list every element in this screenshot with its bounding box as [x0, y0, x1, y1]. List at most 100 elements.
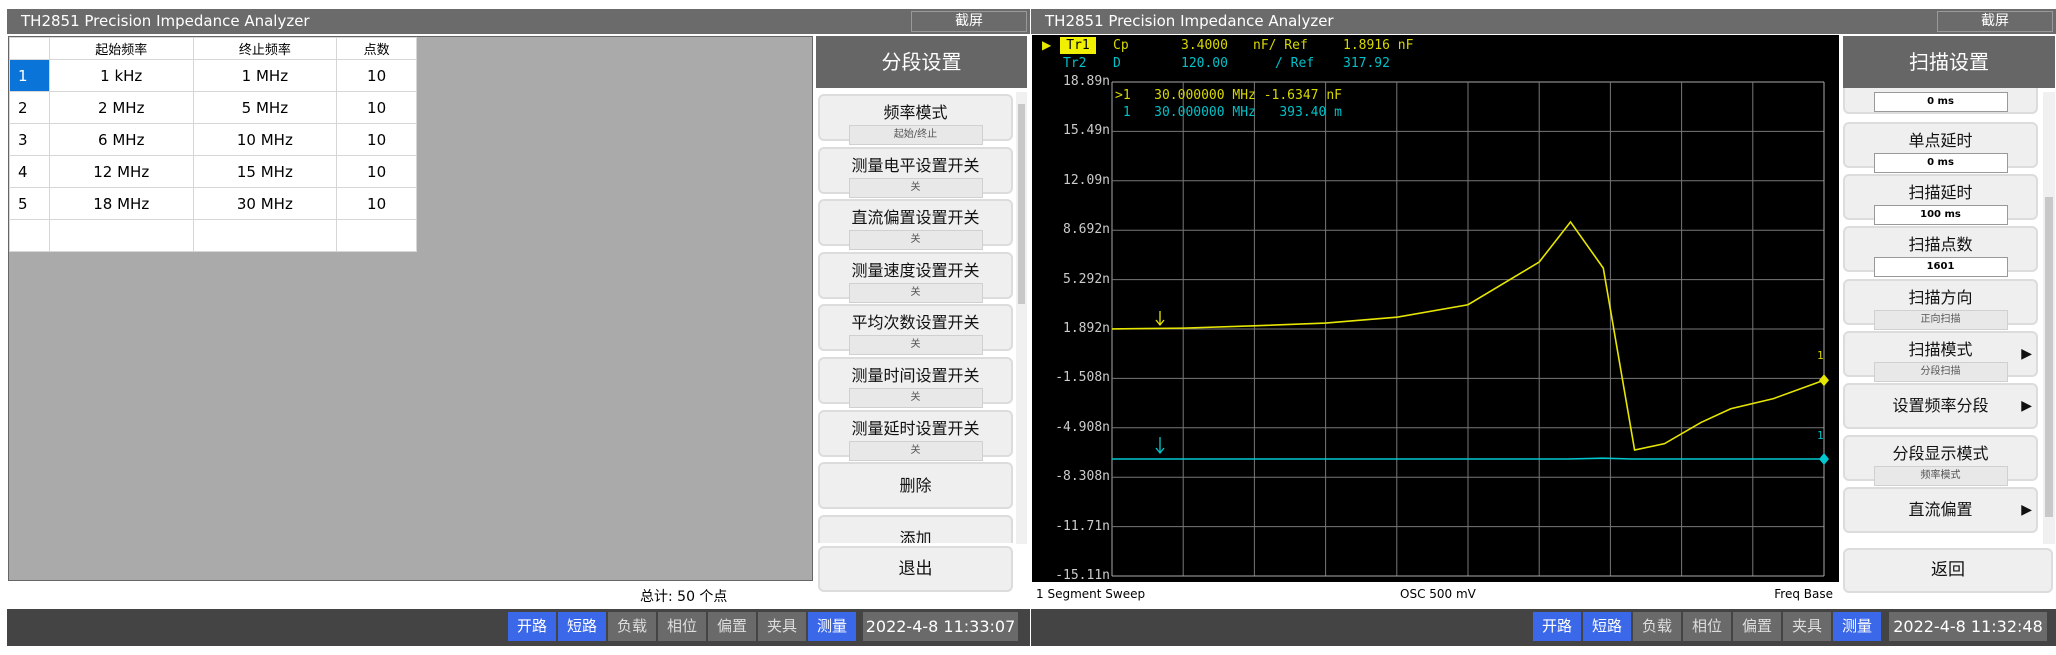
trace2-line [1112, 457, 1824, 460]
status-button[interactable]: 相位 [1683, 612, 1731, 641]
stop-freq-cell[interactable]: 5 MHz [192, 91, 338, 124]
menu-item[interactable]: 单点延时 0 ms [1843, 122, 2038, 173]
menu-item[interactable]: 扫描延时 100 ms [1843, 174, 2038, 226]
segment-index[interactable]: 4 [9, 155, 50, 188]
status-button[interactable]: 测量 [1833, 612, 1881, 641]
segment-index[interactable]: 2 [9, 91, 50, 124]
menu-item-label: 平均次数设置开关 [851, 313, 980, 333]
menu-item-value[interactable]: 100 ms [1873, 205, 2008, 226]
status-button[interactable]: 偏置 [1733, 612, 1781, 641]
points-cell[interactable]: 10 [336, 59, 417, 92]
table-row[interactable] [9, 219, 417, 252]
status-button[interactable]: 偏置 [708, 612, 756, 641]
menu-item[interactable]: 删除 [818, 462, 1013, 510]
trace2-tab[interactable]: Tr2 [1063, 56, 1087, 71]
start-freq-cell[interactable]: 12 MHz [48, 155, 194, 188]
trace2-scale: 120.00 [1181, 56, 1228, 71]
points-cell[interactable]: 10 [336, 123, 417, 156]
menu-item[interactable]: 直流偏置 ▶ [1843, 487, 2038, 534]
points-cell[interactable]: 10 [336, 91, 417, 124]
menu-item-value: 关 [848, 388, 983, 408]
menu-item[interactable]: 平均次数设置开关关 [818, 304, 1013, 356]
segment-index[interactable] [9, 219, 50, 252]
menu-item-label: 直流偏置 [1908, 500, 1973, 520]
menu-item-value[interactable]: 1601 [1873, 257, 2008, 278]
submenu-arrow-icon: ▶ [2021, 502, 2032, 519]
stop-freq-cell[interactable]: 30 MHz [192, 187, 338, 220]
back-button[interactable]: 返回 [1843, 548, 2053, 593]
menu-item-label: 测量电平设置开关 [851, 155, 980, 175]
table-row[interactable]: 5 18 MHz 30 MHz 10 [9, 187, 417, 220]
start-freq-cell[interactable]: 18 MHz [48, 187, 194, 220]
status-button[interactable]: 夹具 [758, 612, 806, 641]
menu-item[interactable]: 扫描方向 正向扫描 [1843, 278, 2038, 330]
stop-freq-cell[interactable] [192, 219, 338, 252]
stop-freq-cell[interactable]: 10 MHz [192, 123, 338, 156]
menu-item-label: 扫描点数 [1908, 235, 1973, 255]
status-button[interactable]: 短路 [1583, 612, 1631, 641]
menu-scrollbar[interactable] [2043, 92, 2055, 544]
status-button[interactable]: 开路 [508, 612, 556, 641]
y-tick-label: -1.508n [1055, 370, 1110, 386]
plot-area[interactable] [1032, 35, 1839, 582]
marker2-diamond-icon [1819, 453, 1829, 465]
menu-item[interactable]: 添加 [818, 514, 1013, 543]
table-row[interactable]: 4 12 MHz 15 MHz 10 [9, 155, 417, 188]
stop-freq-cell[interactable]: 1 MHz [192, 59, 338, 92]
status-button[interactable]: 负载 [608, 612, 656, 641]
start-freq-cell[interactable]: 2 MHz [48, 91, 194, 124]
screenshot-button[interactable]: 截屏 [1937, 11, 2053, 32]
col-start-freq[interactable]: 起始频率 [48, 37, 194, 60]
menu-item-value: 分段扫描 [1873, 361, 2008, 382]
trace-chart[interactable] [1032, 35, 1839, 582]
scrollbar-thumb[interactable] [2045, 197, 2053, 517]
stop-freq-cell[interactable]: 15 MHz [192, 155, 338, 188]
points-cell[interactable]: 10 [336, 187, 417, 220]
menu-item[interactable]: 频率模式 起始/终止 [818, 94, 1013, 145]
menu-item[interactable]: 测量速度设置开关关 [818, 251, 1013, 303]
col-points[interactable]: 点数 [336, 37, 417, 60]
menu-item[interactable]: 扫描点数 1601 [1843, 226, 2038, 278]
segment-index[interactable]: 1 [9, 59, 50, 92]
points-cell[interactable]: 10 [336, 155, 417, 188]
menu-item[interactable]: 直流偏置设置开关关 [818, 199, 1013, 251]
menu-item[interactable]: 测量时间设置开关关 [818, 357, 1013, 408]
start-freq-cell[interactable]: 6 MHz [48, 123, 194, 156]
menu-item-partial[interactable]: 0 ms [1843, 88, 2038, 114]
menu-item[interactable]: 分段显示模式 频率模式 [1843, 435, 2038, 487]
col-stop-freq[interactable]: 终止频率 [192, 37, 338, 60]
status-button[interactable]: 相位 [658, 612, 706, 641]
points-cell[interactable] [336, 219, 417, 252]
trace1-tab[interactable]: Tr1 [1060, 37, 1096, 54]
status-button[interactable]: 测量 [808, 612, 856, 641]
menu-item[interactable]: 扫描模式 分段扫描 ▶ [1843, 330, 2038, 382]
menu-item-value[interactable]: 0 ms [1873, 153, 2008, 173]
menu-item[interactable]: 设置频率分段 ▶ [1843, 383, 2038, 429]
menu-item-label: 扫描延时 [1908, 183, 1973, 203]
col-index [9, 37, 50, 60]
menu-item[interactable]: 测量电平设置开关关 [818, 146, 1013, 198]
segment-index[interactable]: 3 [9, 123, 50, 156]
start-freq-cell[interactable] [48, 219, 194, 252]
status-button[interactable]: 负载 [1633, 612, 1681, 641]
datetime: 2022-4-8 11:32:48 [1889, 612, 2047, 641]
scrollbar-thumb[interactable] [1018, 104, 1025, 304]
trace2-ref: 317.92 [1343, 56, 1390, 71]
submenu-arrow-icon: ▶ [2021, 345, 2032, 362]
screenshot-button[interactable]: 截屏 [911, 11, 1027, 32]
status-button[interactable]: 夹具 [1783, 612, 1831, 641]
exit-button[interactable]: 退出 [818, 546, 1013, 592]
table-header: 起始频率 终止频率 点数 [9, 37, 417, 60]
value-field[interactable]: 0 ms [1873, 92, 2008, 112]
status-button[interactable]: 短路 [558, 612, 606, 641]
start-freq-cell[interactable]: 1 kHz [48, 59, 194, 92]
status-button[interactable]: 开路 [1533, 612, 1581, 641]
segment-index[interactable]: 5 [9, 187, 50, 220]
menu-scrollbar[interactable] [1016, 92, 1027, 544]
y-tick-label: -8.308n [1055, 469, 1110, 485]
menu-item[interactable]: 测量延时设置开关关 [818, 409, 1013, 461]
y-tick-label: 12.09n [1063, 172, 1110, 188]
